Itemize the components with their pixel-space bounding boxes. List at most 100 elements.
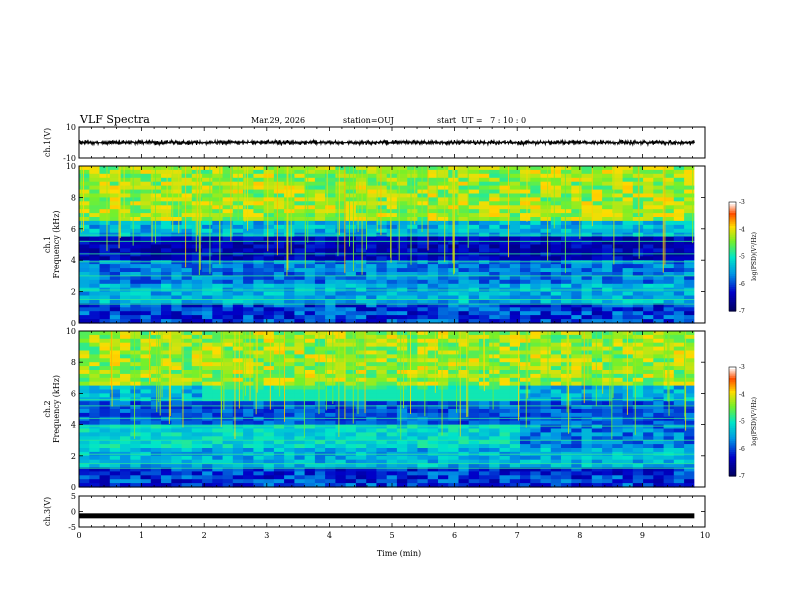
- spectrogram-cell: [273, 459, 285, 465]
- spectrogram-cell: [273, 307, 285, 312]
- spectrogram-cell: [653, 459, 665, 465]
- spectrogram-cell: [396, 424, 408, 430]
- spectrogram-cell: [325, 217, 336, 222]
- spectrogram-cell: [243, 185, 254, 191]
- spectrogram-cell: [407, 166, 419, 171]
- spectrogram-cell: [161, 455, 172, 461]
- spectrogram-cell: [263, 416, 275, 422]
- spectrogram-cell: [396, 440, 408, 445]
- spectrogram-cell: [376, 436, 388, 441]
- spectrogram-cell: [109, 475, 121, 480]
- spectrogram-cell: [99, 358, 111, 363]
- spectrogram-cell: [396, 412, 408, 418]
- spectrogram-cell: [520, 412, 531, 418]
- spectrogram-cell: [99, 213, 111, 218]
- spectrogram-cell: [520, 389, 531, 394]
- spectrogram-cell: [345, 189, 357, 195]
- spectrogram-cell: [99, 350, 111, 355]
- spectrogram-cell: [243, 315, 254, 320]
- spectrogram-cell: [243, 213, 254, 218]
- spectrogram-cell: [499, 169, 511, 175]
- spectrogram-cell: [109, 181, 121, 187]
- spectrogram-cell: [479, 463, 490, 469]
- spectrogram-cell: [294, 350, 306, 355]
- spectrogram-cell: [253, 275, 265, 281]
- spectrogram-cell: [591, 311, 603, 316]
- spectrogram-cell: [386, 463, 398, 469]
- spectrogram-cell: [643, 405, 654, 410]
- spectrogram-cell: [396, 264, 408, 269]
- spectrogram-cell: [120, 377, 131, 383]
- spectrogram-cell: [673, 299, 685, 304]
- spectrogram-cell: [509, 256, 521, 261]
- spectrogram-cell: [253, 346, 265, 352]
- spectrogram-cell: [304, 272, 316, 277]
- spectrogram-cell: [273, 240, 285, 246]
- spectrogram-cell: [612, 228, 624, 234]
- spectrogram-cell: [232, 358, 244, 363]
- spectrogram-cell: [550, 405, 562, 410]
- spectrogram-cell: [325, 338, 336, 344]
- spectrogram-cell: [612, 428, 624, 433]
- spectrogram-cell: [99, 272, 111, 277]
- spectrogram-cell: [304, 244, 316, 249]
- spectrogram-cell: [253, 299, 265, 304]
- spectrogram-cell: [571, 401, 583, 406]
- spectrogram-cell: [438, 350, 449, 355]
- spectrogram-cell: [294, 373, 306, 379]
- spectrogram-cell: [509, 252, 521, 257]
- spectrogram-cell: [581, 279, 593, 285]
- spectrogram-cell: [550, 311, 562, 316]
- spectrogram-cell: [314, 409, 326, 414]
- spectrogram-cell: [561, 275, 572, 281]
- spectrogram-cell: [386, 169, 398, 175]
- spectrogram-cell: [150, 463, 162, 469]
- spectrogram-cell: [561, 385, 572, 391]
- spectrogram-cell: [253, 448, 265, 453]
- spectrogram-cell: [520, 303, 531, 308]
- spectrogram-cell: [191, 358, 203, 363]
- spectrogram-cell: [161, 366, 172, 371]
- spectrogram-cell: [284, 209, 295, 214]
- spectrogram-cell: [120, 264, 131, 269]
- spectrogram-cell: [191, 467, 203, 472]
- spectrogram-cell: [202, 279, 213, 285]
- spectrogram-cell: [150, 350, 162, 355]
- spectrogram-cell: [171, 463, 183, 469]
- spectrogram-cell: [653, 405, 665, 410]
- spectrogram-cell: [171, 432, 183, 437]
- spectrogram-cell: [120, 275, 131, 281]
- spectrogram-cell: [396, 299, 408, 304]
- spectrogram-cell: [130, 370, 142, 375]
- spectrogram-cell: [663, 244, 675, 249]
- spectrogram-cell: [314, 213, 326, 218]
- spectrogram-cell: [263, 193, 275, 198]
- spectrogram-cell: [273, 412, 285, 418]
- spectrogram-cell: [212, 401, 224, 406]
- spectrogram-cell: [489, 381, 501, 387]
- spectrogram-cell: [120, 220, 131, 226]
- spectrogram-cell: [366, 283, 378, 289]
- spectrogram-cell: [355, 283, 367, 289]
- spectrogram-cell: [540, 377, 552, 383]
- spectrogram-cell: [191, 389, 203, 394]
- spectrogram-cell: [366, 409, 378, 414]
- spectrogram-cell: [325, 412, 336, 418]
- spectrogram-cell: [550, 440, 562, 445]
- spectrogram-cell: [212, 405, 224, 410]
- spectrogram-cell: [561, 405, 572, 410]
- spectrogram-cell: [468, 268, 480, 273]
- spectrogram-cell: [386, 370, 398, 375]
- spectrogram-cell: [181, 268, 193, 273]
- spectrogram-cell: [79, 220, 90, 226]
- spectrogram-cell: [294, 217, 306, 222]
- spectrogram-cell: [130, 201, 142, 206]
- spectrogram-cell: [232, 303, 244, 308]
- spectrogram-cell: [89, 299, 101, 304]
- spectrogram-cell: [120, 283, 131, 289]
- spectrogram-cell: [161, 409, 172, 414]
- spectrogram-cell: [243, 385, 254, 391]
- spectrogram-cell: [161, 315, 172, 320]
- spectrogram-cell: [181, 420, 193, 426]
- spectrogram-cell: [212, 248, 224, 253]
